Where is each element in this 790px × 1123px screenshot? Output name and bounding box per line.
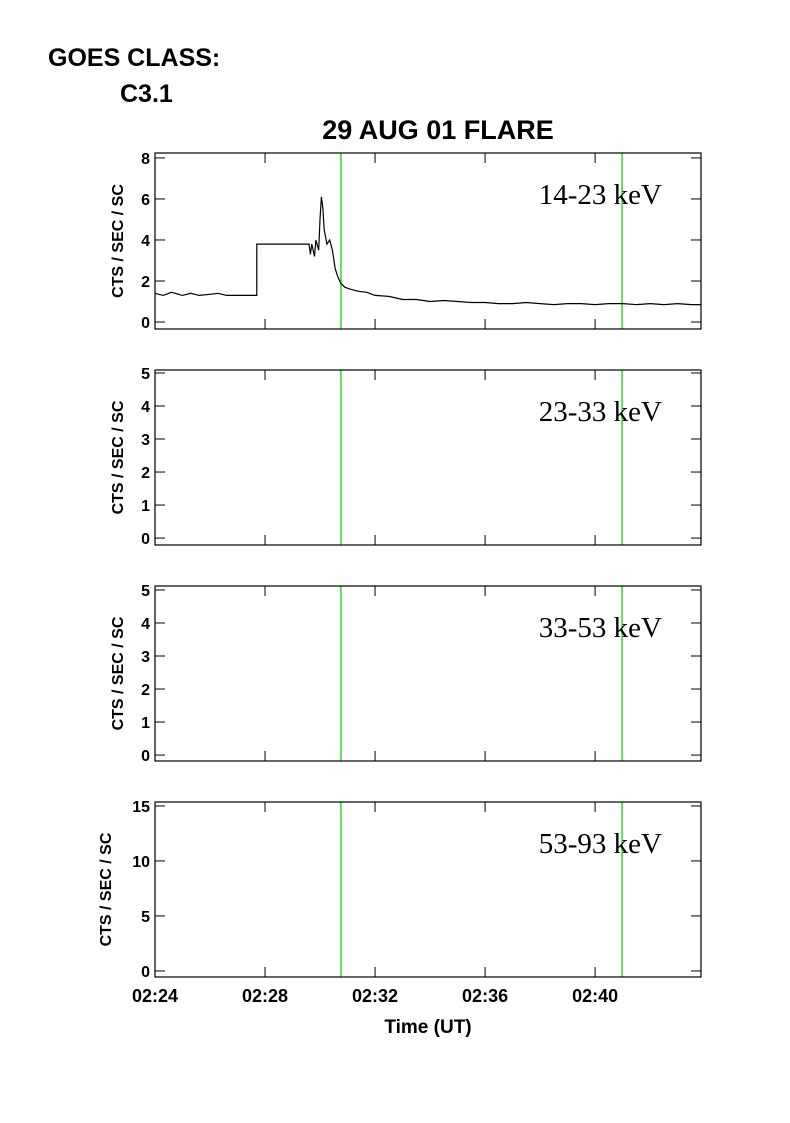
- chart-title: 29 AUG 01 FLARE: [322, 115, 554, 145]
- y-axis-label: CTS / SEC / SC: [110, 184, 127, 298]
- y-axis-label: CTS / SEC / SC: [110, 400, 127, 514]
- y-tick-label: 2: [141, 682, 150, 699]
- y-axis-label: CTS / SEC / SC: [110, 616, 127, 730]
- x-tick-label: 02:40: [572, 986, 618, 1006]
- data-line: [154, 196, 701, 306]
- y-tick-label: 5: [141, 909, 150, 926]
- plot-frame: [154, 369, 702, 546]
- plot-frame: [154, 801, 702, 978]
- y-axis-label: CTS / SEC / SC: [98, 832, 115, 946]
- y-tick-label: 0: [141, 964, 150, 981]
- y-tick-label: 15: [132, 799, 150, 816]
- y-tick-label: 5: [141, 583, 150, 600]
- goes-class: C3.1: [120, 80, 173, 108]
- y-tick-label: 0: [141, 315, 150, 332]
- plot-frame: [154, 585, 702, 762]
- y-tick-label: 0: [141, 531, 150, 548]
- annotation: 14-23 keV: [539, 179, 662, 211]
- y-tick-label: 4: [141, 233, 150, 250]
- x-tick-label: 02:24: [132, 986, 178, 1006]
- x-axis-label: Time (UT): [384, 1017, 471, 1038]
- y-tick-label: 1: [141, 715, 150, 732]
- y-tick-label: 2: [141, 274, 150, 291]
- y-tick-label: 0: [141, 748, 150, 765]
- y-tick-label: 8: [141, 151, 150, 168]
- x-tick-label: 02:28: [242, 986, 288, 1006]
- annotation: 33-53 keV: [539, 612, 662, 644]
- goes-label: GOES CLASS:: [48, 44, 220, 72]
- y-tick-label: 10: [132, 854, 150, 871]
- y-tick-label: 4: [141, 616, 150, 633]
- y-tick-label: 5: [141, 366, 150, 383]
- y-tick-label: 6: [141, 192, 150, 209]
- y-tick-label: 1: [141, 498, 150, 515]
- x-tick-label: 02:36: [462, 986, 508, 1006]
- y-tick-label: 3: [141, 432, 150, 449]
- plot-frame: [154, 152, 702, 330]
- x-tick-label: 02:32: [352, 986, 398, 1006]
- annotation: 53-93 keV: [539, 828, 662, 860]
- y-tick-label: 3: [141, 649, 150, 666]
- y-tick-label: 2: [141, 465, 150, 482]
- y-tick-label: 4: [141, 399, 150, 416]
- annotation: 23-33 keV: [539, 396, 662, 428]
